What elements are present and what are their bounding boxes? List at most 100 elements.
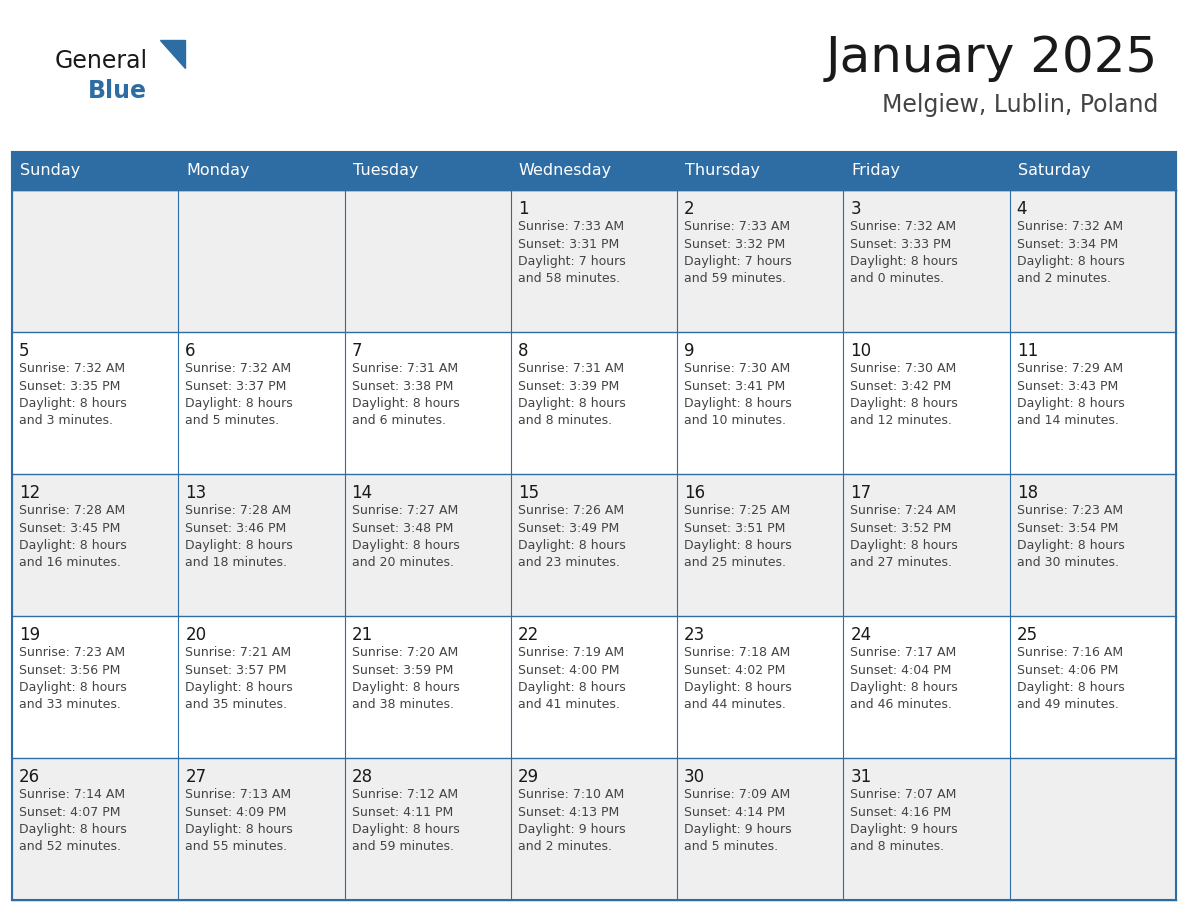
Bar — [677, 190, 843, 332]
Text: Sunrise: 7:28 AM
Sunset: 3:46 PM
Daylight: 8 hours
and 18 minutes.: Sunrise: 7:28 AM Sunset: 3:46 PM Dayligh… — [185, 504, 293, 569]
Text: 15: 15 — [518, 484, 539, 502]
Text: Sunrise: 7:26 AM
Sunset: 3:49 PM
Daylight: 8 hours
and 23 minutes.: Sunrise: 7:26 AM Sunset: 3:49 PM Dayligh… — [518, 504, 626, 569]
Text: 29: 29 — [518, 768, 539, 786]
Bar — [677, 332, 843, 474]
Text: Friday: Friday — [852, 163, 901, 178]
Text: 7: 7 — [352, 342, 362, 360]
Bar — [345, 152, 511, 190]
Text: 2: 2 — [684, 200, 695, 218]
Text: January 2025: January 2025 — [826, 34, 1158, 82]
Bar — [511, 332, 677, 474]
Text: 20: 20 — [185, 626, 207, 644]
Text: 24: 24 — [851, 626, 872, 644]
Bar — [178, 190, 345, 332]
Text: Sunrise: 7:32 AM
Sunset: 3:37 PM
Daylight: 8 hours
and 5 minutes.: Sunrise: 7:32 AM Sunset: 3:37 PM Dayligh… — [185, 362, 293, 428]
Text: Blue: Blue — [88, 79, 147, 103]
Text: Sunrise: 7:30 AM
Sunset: 3:41 PM
Daylight: 8 hours
and 10 minutes.: Sunrise: 7:30 AM Sunset: 3:41 PM Dayligh… — [684, 362, 792, 428]
Bar — [178, 474, 345, 616]
Text: Sunrise: 7:17 AM
Sunset: 4:04 PM
Daylight: 8 hours
and 46 minutes.: Sunrise: 7:17 AM Sunset: 4:04 PM Dayligh… — [851, 646, 959, 711]
Text: Melgiew, Lublin, Poland: Melgiew, Lublin, Poland — [881, 93, 1158, 117]
Bar — [345, 616, 511, 758]
Text: Sunrise: 7:32 AM
Sunset: 3:35 PM
Daylight: 8 hours
and 3 minutes.: Sunrise: 7:32 AM Sunset: 3:35 PM Dayligh… — [19, 362, 127, 428]
Text: Sunrise: 7:23 AM
Sunset: 3:56 PM
Daylight: 8 hours
and 33 minutes.: Sunrise: 7:23 AM Sunset: 3:56 PM Dayligh… — [19, 646, 127, 711]
Text: Sunrise: 7:09 AM
Sunset: 4:14 PM
Daylight: 9 hours
and 5 minutes.: Sunrise: 7:09 AM Sunset: 4:14 PM Dayligh… — [684, 788, 791, 854]
Bar — [843, 616, 1010, 758]
Text: 19: 19 — [19, 626, 40, 644]
Text: Sunrise: 7:28 AM
Sunset: 3:45 PM
Daylight: 8 hours
and 16 minutes.: Sunrise: 7:28 AM Sunset: 3:45 PM Dayligh… — [19, 504, 127, 569]
Polygon shape — [160, 40, 185, 68]
Bar — [1010, 332, 1176, 474]
Bar — [178, 758, 345, 900]
Bar — [178, 152, 345, 190]
Text: Sunday: Sunday — [20, 163, 81, 178]
Bar — [511, 616, 677, 758]
Bar — [511, 190, 677, 332]
Text: 12: 12 — [19, 484, 40, 502]
Bar — [843, 190, 1010, 332]
Text: 8: 8 — [518, 342, 529, 360]
Text: Sunrise: 7:32 AM
Sunset: 3:33 PM
Daylight: 8 hours
and 0 minutes.: Sunrise: 7:32 AM Sunset: 3:33 PM Dayligh… — [851, 220, 959, 285]
Text: Monday: Monday — [187, 163, 249, 178]
Text: Thursday: Thursday — [685, 163, 760, 178]
Bar — [345, 332, 511, 474]
Text: Sunrise: 7:21 AM
Sunset: 3:57 PM
Daylight: 8 hours
and 35 minutes.: Sunrise: 7:21 AM Sunset: 3:57 PM Dayligh… — [185, 646, 293, 711]
Text: 23: 23 — [684, 626, 706, 644]
Bar — [12, 190, 178, 332]
Text: 14: 14 — [352, 484, 373, 502]
Text: Sunrise: 7:12 AM
Sunset: 4:11 PM
Daylight: 8 hours
and 59 minutes.: Sunrise: 7:12 AM Sunset: 4:11 PM Dayligh… — [352, 788, 460, 854]
Bar — [1010, 474, 1176, 616]
Bar — [843, 152, 1010, 190]
Bar — [345, 190, 511, 332]
Text: 30: 30 — [684, 768, 706, 786]
Text: Sunrise: 7:31 AM
Sunset: 3:38 PM
Daylight: 8 hours
and 6 minutes.: Sunrise: 7:31 AM Sunset: 3:38 PM Dayligh… — [352, 362, 460, 428]
Text: Saturday: Saturday — [1018, 163, 1091, 178]
Text: Sunrise: 7:14 AM
Sunset: 4:07 PM
Daylight: 8 hours
and 52 minutes.: Sunrise: 7:14 AM Sunset: 4:07 PM Dayligh… — [19, 788, 127, 854]
Text: Sunrise: 7:29 AM
Sunset: 3:43 PM
Daylight: 8 hours
and 14 minutes.: Sunrise: 7:29 AM Sunset: 3:43 PM Dayligh… — [1017, 362, 1125, 428]
Text: 25: 25 — [1017, 626, 1038, 644]
Bar — [1010, 152, 1176, 190]
Text: 31: 31 — [851, 768, 872, 786]
Bar — [677, 758, 843, 900]
Bar — [843, 332, 1010, 474]
Bar — [843, 758, 1010, 900]
Bar — [511, 758, 677, 900]
Bar — [178, 332, 345, 474]
Text: 22: 22 — [518, 626, 539, 644]
Text: 18: 18 — [1017, 484, 1038, 502]
Text: 10: 10 — [851, 342, 872, 360]
Bar — [12, 474, 178, 616]
Bar — [677, 152, 843, 190]
Bar — [178, 616, 345, 758]
Text: 1: 1 — [518, 200, 529, 218]
Text: 17: 17 — [851, 484, 872, 502]
Bar — [1010, 190, 1176, 332]
Text: Sunrise: 7:24 AM
Sunset: 3:52 PM
Daylight: 8 hours
and 27 minutes.: Sunrise: 7:24 AM Sunset: 3:52 PM Dayligh… — [851, 504, 959, 569]
Text: Sunrise: 7:20 AM
Sunset: 3:59 PM
Daylight: 8 hours
and 38 minutes.: Sunrise: 7:20 AM Sunset: 3:59 PM Dayligh… — [352, 646, 460, 711]
Text: Sunrise: 7:07 AM
Sunset: 4:16 PM
Daylight: 9 hours
and 8 minutes.: Sunrise: 7:07 AM Sunset: 4:16 PM Dayligh… — [851, 788, 958, 854]
Bar — [12, 332, 178, 474]
Text: Sunrise: 7:19 AM
Sunset: 4:00 PM
Daylight: 8 hours
and 41 minutes.: Sunrise: 7:19 AM Sunset: 4:00 PM Dayligh… — [518, 646, 626, 711]
Text: 6: 6 — [185, 342, 196, 360]
Bar — [843, 474, 1010, 616]
Text: 16: 16 — [684, 484, 706, 502]
Text: Sunrise: 7:13 AM
Sunset: 4:09 PM
Daylight: 8 hours
and 55 minutes.: Sunrise: 7:13 AM Sunset: 4:09 PM Dayligh… — [185, 788, 293, 854]
Text: Sunrise: 7:16 AM
Sunset: 4:06 PM
Daylight: 8 hours
and 49 minutes.: Sunrise: 7:16 AM Sunset: 4:06 PM Dayligh… — [1017, 646, 1125, 711]
Text: 28: 28 — [352, 768, 373, 786]
Text: Sunrise: 7:25 AM
Sunset: 3:51 PM
Daylight: 8 hours
and 25 minutes.: Sunrise: 7:25 AM Sunset: 3:51 PM Dayligh… — [684, 504, 792, 569]
Bar — [345, 474, 511, 616]
Bar — [12, 616, 178, 758]
Text: Sunrise: 7:30 AM
Sunset: 3:42 PM
Daylight: 8 hours
and 12 minutes.: Sunrise: 7:30 AM Sunset: 3:42 PM Dayligh… — [851, 362, 959, 428]
Bar — [345, 758, 511, 900]
Bar — [1010, 758, 1176, 900]
Text: Sunrise: 7:31 AM
Sunset: 3:39 PM
Daylight: 8 hours
and 8 minutes.: Sunrise: 7:31 AM Sunset: 3:39 PM Dayligh… — [518, 362, 626, 428]
Text: General: General — [55, 49, 148, 73]
Text: 13: 13 — [185, 484, 207, 502]
Text: Sunrise: 7:32 AM
Sunset: 3:34 PM
Daylight: 8 hours
and 2 minutes.: Sunrise: 7:32 AM Sunset: 3:34 PM Dayligh… — [1017, 220, 1125, 285]
Bar — [511, 474, 677, 616]
Text: 9: 9 — [684, 342, 695, 360]
Bar — [677, 616, 843, 758]
Text: Sunrise: 7:18 AM
Sunset: 4:02 PM
Daylight: 8 hours
and 44 minutes.: Sunrise: 7:18 AM Sunset: 4:02 PM Dayligh… — [684, 646, 792, 711]
Text: 27: 27 — [185, 768, 207, 786]
Text: Sunrise: 7:10 AM
Sunset: 4:13 PM
Daylight: 9 hours
and 2 minutes.: Sunrise: 7:10 AM Sunset: 4:13 PM Dayligh… — [518, 788, 626, 854]
Text: 4: 4 — [1017, 200, 1028, 218]
